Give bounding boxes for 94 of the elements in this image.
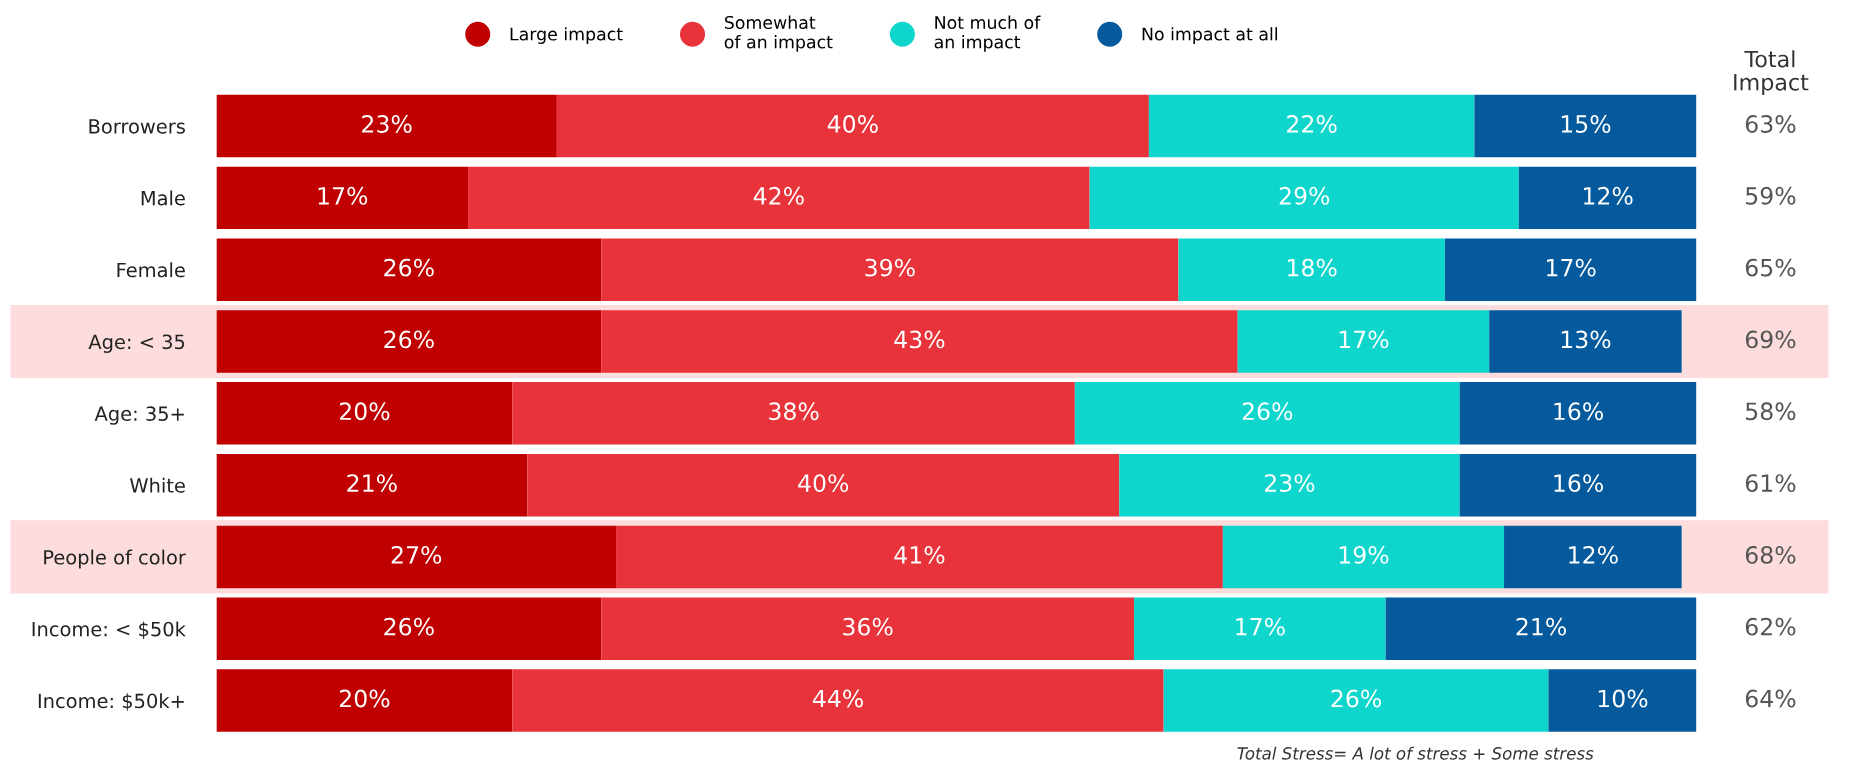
bar (1459, 453, 1697, 517)
data-label: 26% (1331, 689, 1381, 708)
data-label: 10% (1598, 689, 1648, 708)
text: Total Impact (1734, 50, 1809, 95)
data-label: 42% (753, 186, 804, 205)
bar (1444, 238, 1697, 301)
data-label: 17% (1236, 617, 1285, 636)
data-label: 18% (1288, 258, 1337, 277)
bar (601, 238, 1179, 301)
data-label: 26% (1242, 402, 1293, 421)
data-label: 38% (769, 402, 819, 421)
data-label: 17% (1547, 258, 1596, 277)
bar (1385, 597, 1697, 661)
bar (468, 166, 1090, 230)
data-label: 20% (339, 689, 390, 708)
data-label: 17% (318, 186, 368, 205)
data-label: 21% (347, 474, 397, 492)
bar (216, 597, 602, 661)
data-label: 27% (391, 545, 442, 564)
text: 64% (1745, 689, 1796, 708)
bar (216, 166, 469, 230)
data-label: 23% (362, 115, 412, 133)
data-label: 40% (827, 115, 878, 133)
data-label: 44% (812, 689, 863, 708)
bar (1074, 382, 1460, 445)
data-label: 20% (339, 402, 390, 421)
bar (556, 94, 1149, 158)
data-label: 22% (1287, 115, 1337, 133)
y-tick-label: Income: $50k+ (38, 693, 184, 711)
data-label: 13% (1561, 330, 1611, 349)
bar (512, 669, 1164, 732)
bar (216, 453, 528, 517)
data-label: 17% (1339, 330, 1389, 349)
legend-label: Not much of an impact (934, 15, 1041, 52)
y-tick-label: White (130, 477, 185, 493)
y-tick-label: Male (141, 190, 185, 206)
text: 61% (1745, 474, 1796, 492)
bar (1119, 453, 1460, 517)
bar (216, 669, 513, 732)
bar (1237, 310, 1490, 373)
text: 68% (1745, 545, 1796, 564)
bar (1089, 166, 1519, 230)
data-label: 16% (1554, 474, 1603, 492)
bar (1178, 238, 1445, 301)
bar (1134, 597, 1386, 661)
bar (1459, 382, 1697, 445)
y-tick-label: Income: < $50k (32, 621, 186, 640)
bar (1548, 669, 1697, 732)
text: 69% (1745, 330, 1796, 349)
data-label: 39% (865, 258, 915, 277)
legend-label: Large impact (510, 27, 623, 44)
bar (601, 597, 1135, 661)
bar (1489, 310, 1682, 373)
bar (1222, 525, 1505, 589)
data-label: 40% (798, 474, 849, 492)
y-tick-label: Female (117, 262, 185, 278)
bar (216, 94, 557, 158)
legend-label: Somewhat of an impact (724, 15, 833, 52)
bar (1518, 166, 1697, 230)
data-label: 26% (384, 330, 434, 349)
y-tick-label: Age: 35+ (94, 406, 184, 425)
data-label: 26% (384, 617, 434, 636)
text: 63% (1745, 115, 1796, 133)
bar (1148, 94, 1475, 158)
text: Total Stress= A lot of stress + Some stress (1237, 746, 1594, 760)
y-tick-label: Borrowers (89, 119, 185, 134)
data-label: 12% (1569, 545, 1618, 564)
bar (1474, 94, 1697, 158)
text: 65% (1745, 258, 1796, 277)
data-label: 41% (894, 545, 945, 564)
y-tick-label: People of color (44, 549, 186, 569)
bar (512, 382, 1075, 445)
bar (527, 453, 1120, 517)
bar (216, 525, 617, 589)
data-label: 36% (843, 617, 893, 636)
text: 58% (1746, 402, 1796, 421)
data-label: 21% (1516, 617, 1566, 636)
bar (1163, 669, 1549, 732)
bar (216, 382, 513, 445)
data-label: 19% (1339, 545, 1389, 564)
bar (1504, 525, 1682, 589)
data-label: 29% (1279, 186, 1330, 205)
bar (216, 238, 602, 301)
text: 62% (1745, 617, 1796, 636)
y-tick-label: Age: < 35 (88, 334, 185, 353)
data-label: 12% (1584, 186, 1633, 205)
legend-label: No impact at all (1142, 27, 1277, 44)
data-label: 23% (1264, 474, 1315, 492)
bar (216, 310, 602, 373)
data-label: 15% (1561, 115, 1611, 133)
data-label: 43% (894, 330, 945, 349)
text: 59% (1746, 186, 1796, 205)
data-label: 16% (1554, 402, 1603, 421)
data-label: 26% (384, 258, 434, 277)
